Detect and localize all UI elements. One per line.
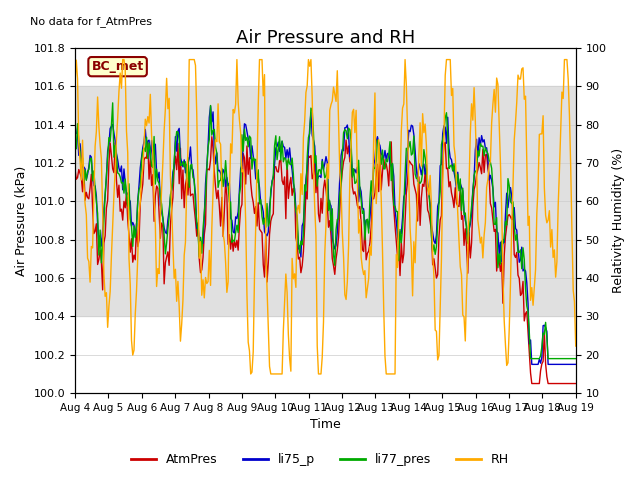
Legend: AtmPres, li75_p, li77_pres, RH: AtmPres, li75_p, li77_pres, RH	[126, 448, 514, 471]
X-axis label: Time: Time	[310, 419, 340, 432]
Y-axis label: Relativity Humidity (%): Relativity Humidity (%)	[612, 148, 625, 293]
Title: Air Pressure and RH: Air Pressure and RH	[236, 28, 415, 47]
Bar	[75, 86, 576, 316]
Text: BC_met: BC_met	[92, 60, 144, 73]
Text: No data for f_AtmPres: No data for f_AtmPres	[30, 16, 152, 27]
Y-axis label: Air Pressure (kPa): Air Pressure (kPa)	[15, 166, 28, 276]
